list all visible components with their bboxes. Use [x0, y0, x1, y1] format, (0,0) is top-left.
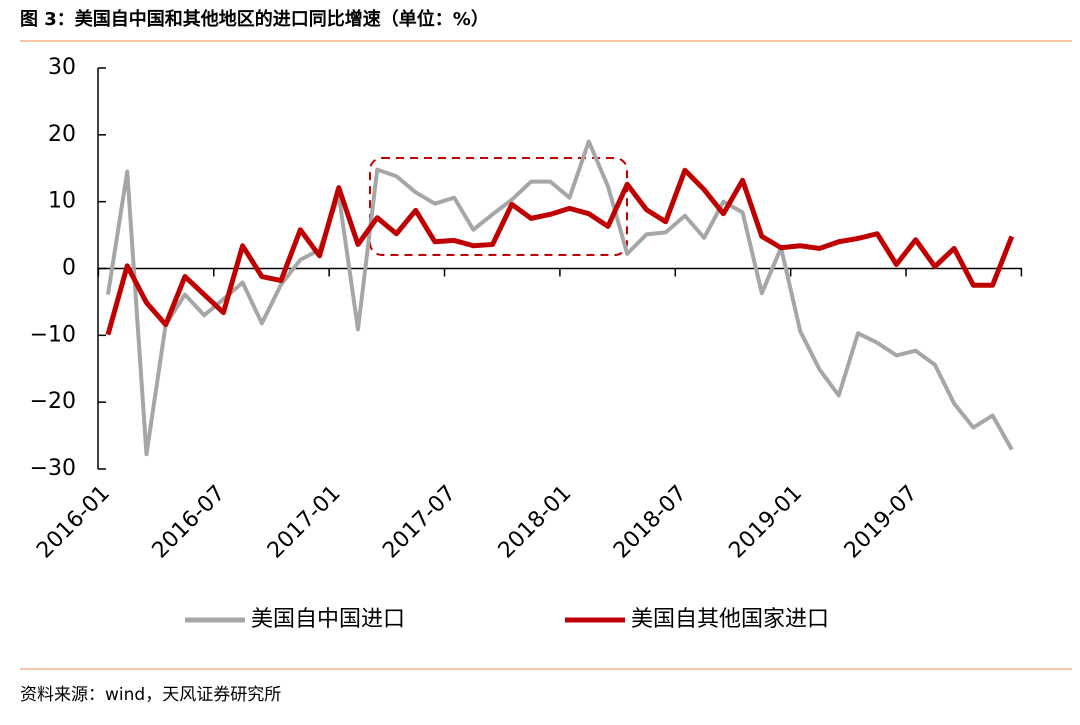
- source-note: 资料来源：wind，天风证券研究所: [20, 685, 281, 705]
- x-tick-label: 2016-07: [148, 481, 231, 564]
- legend-label: 美国自中国进口: [251, 607, 405, 632]
- x-tick-label: 2019-01: [724, 481, 807, 564]
- y-tick-label: −20: [30, 389, 76, 414]
- y-tick-label: 10: [48, 189, 76, 214]
- y-tick-label: −30: [30, 456, 76, 481]
- x-tick-label: 2017-01: [263, 481, 346, 564]
- legend-label: 美国自其他国家进口: [631, 607, 829, 632]
- x-tick-label: 2018-01: [494, 481, 577, 564]
- chart-title: 图 3：美国自中国和其他地区的进口同比增速（单位：%）: [20, 8, 489, 30]
- y-tick-label: 20: [48, 122, 76, 147]
- series-line: [106, 139, 1014, 457]
- y-tick-label: 0: [62, 256, 76, 281]
- series-line: [105, 167, 1015, 336]
- x-tick-label: 2016-01: [32, 481, 115, 564]
- highlight-box: [369, 157, 628, 256]
- y-tick-label: 30: [48, 55, 76, 80]
- y-tick-label: −10: [30, 322, 76, 347]
- x-tick-label: 2017-07: [378, 481, 461, 564]
- x-tick-label: 2019-07: [840, 481, 923, 564]
- x-tick-label: 2018-07: [609, 481, 692, 564]
